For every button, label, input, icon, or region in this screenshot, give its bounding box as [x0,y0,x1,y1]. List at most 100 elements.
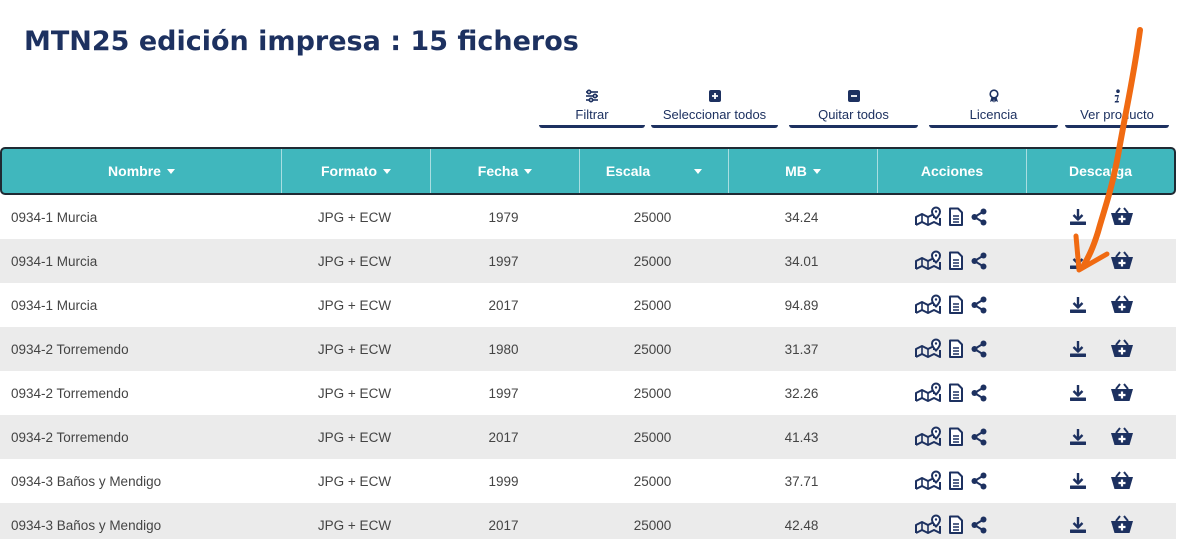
table-row[interactable]: 0934-2 Torremendo JPG + ECW 2017 25000 4… [0,415,1176,459]
document-icon[interactable] [948,207,964,227]
license-label: Licencia [969,107,1018,122]
document-icon[interactable] [948,251,964,271]
cell-escala: 25000 [633,341,672,357]
document-icon[interactable] [948,471,964,491]
map-location-icon[interactable] [914,426,942,448]
info-icon [1114,89,1120,103]
cell-descarga [1025,283,1176,327]
share-icon[interactable] [970,340,988,358]
column-header-nombre[interactable]: Nombre [2,149,282,193]
sort-caret-icon [694,169,703,174]
cell-formato: JPG + ECW [317,253,392,269]
cell-nombre: 0934-1 Murcia [11,253,98,269]
table-row[interactable]: 0934-1 Murcia JPG + ECW 2017 25000 94.89 [0,283,1176,327]
map-location-icon[interactable] [914,470,942,492]
column-header-escala[interactable]: Escala [580,149,729,193]
select-all-label: Seleccionar todos [662,107,767,122]
cell-nombre: 0934-1 Murcia [11,209,98,225]
cell-acciones [876,503,1025,539]
document-icon[interactable] [948,339,964,359]
cell-formato: JPG + ECW [317,341,392,357]
cell-acciones [876,195,1025,239]
page-title: MTN25 edición impresa : 15 ficheros [24,26,579,57]
add-to-cart-icon[interactable] [1110,339,1134,359]
view-product-label: Ver producto [1080,107,1154,122]
share-icon[interactable] [970,472,988,490]
column-header-fecha[interactable]: Fecha [431,149,580,193]
clear-all-button[interactable]: Quitar todos [789,86,918,128]
column-header-acciones: Acciones [878,149,1027,193]
cell-descarga [1025,239,1176,283]
cell-nombre: 0934-2 Torremendo [11,429,129,445]
share-icon[interactable] [970,384,988,402]
table-row[interactable]: 0934-2 Torremendo JPG + ECW 1997 25000 3… [0,371,1176,415]
add-to-cart-icon[interactable] [1110,295,1134,315]
sort-caret-icon [812,169,821,174]
cell-descarga [1025,459,1176,503]
download-icon[interactable] [1068,207,1088,227]
table-row[interactable]: 0934-1 Murcia JPG + ECW 1979 25000 34.24 [0,195,1176,239]
cell-nombre: 0934-2 Torremendo [11,341,129,357]
add-to-cart-icon[interactable] [1110,207,1134,227]
share-icon[interactable] [970,208,988,226]
add-to-cart-icon[interactable] [1110,471,1134,491]
cell-descarga [1025,327,1176,371]
award-icon [988,89,999,103]
share-icon[interactable] [970,516,988,534]
download-icon[interactable] [1068,295,1088,315]
cell-escala: 25000 [633,297,672,313]
column-header-descarga: Descarga [1068,163,1133,179]
cell-fecha: 1997 [488,385,519,401]
document-icon[interactable] [948,515,964,535]
cell-acciones [876,327,1025,371]
map-location-icon[interactable] [914,514,942,536]
select-all-button[interactable]: Seleccionar todos [651,86,778,128]
cell-descarga [1025,371,1176,415]
map-location-icon[interactable] [914,206,942,228]
map-location-icon[interactable] [914,338,942,360]
table-row[interactable]: 0934-1 Murcia JPG + ECW 1997 25000 34.01 [0,239,1176,283]
add-to-cart-icon[interactable] [1110,383,1134,403]
column-header-mb[interactable]: MB [729,149,878,193]
download-icon[interactable] [1068,251,1088,271]
view-product-button[interactable]: Ver producto [1065,86,1169,128]
cell-nombre: 0934-2 Torremendo [11,385,129,401]
table-row[interactable]: 0934-2 Torremendo JPG + ECW 1980 25000 3… [0,327,1176,371]
add-to-cart-icon[interactable] [1110,515,1134,535]
share-icon[interactable] [970,428,988,446]
plus-square-icon [708,90,721,102]
sliders-icon [586,89,598,103]
document-icon[interactable] [948,295,964,315]
table-header: Nombre Formato Fecha Escala MB Acciones … [0,147,1176,195]
add-to-cart-icon[interactable] [1110,251,1134,271]
toolbar: Filtrar Seleccionar todos Quitar todos L… [0,86,1184,128]
map-location-icon[interactable] [914,250,942,272]
table-body: 0934-1 Murcia JPG + ECW 1979 25000 34.24 [0,195,1176,539]
cell-fecha: 1980 [488,341,519,357]
table-row[interactable]: 0934-3 Baños y Mendigo JPG + ECW 2017 25… [0,503,1176,539]
download-icon[interactable] [1068,515,1088,535]
add-to-cart-icon[interactable] [1110,427,1134,447]
files-table: Nombre Formato Fecha Escala MB Acciones … [0,147,1176,539]
cell-descarga [1025,503,1176,539]
cell-descarga [1025,195,1176,239]
document-icon[interactable] [948,427,964,447]
table-row[interactable]: 0934-3 Baños y Mendigo JPG + ECW 1999 25… [0,459,1176,503]
column-header-formato[interactable]: Formato [282,149,431,193]
download-icon[interactable] [1068,383,1088,403]
document-icon[interactable] [948,383,964,403]
cell-fecha: 2017 [488,429,519,445]
download-icon[interactable] [1068,427,1088,447]
map-location-icon[interactable] [914,382,942,404]
cell-acciones [876,371,1025,415]
cell-mb: 37.71 [784,473,819,489]
download-icon[interactable] [1068,339,1088,359]
cell-mb: 34.01 [784,253,819,269]
share-icon[interactable] [970,252,988,270]
license-button[interactable]: Licencia [929,86,1058,128]
map-location-icon[interactable] [914,294,942,316]
download-icon[interactable] [1068,471,1088,491]
filter-button[interactable]: Filtrar [539,86,645,128]
share-icon[interactable] [970,296,988,314]
cell-escala: 25000 [633,385,672,401]
